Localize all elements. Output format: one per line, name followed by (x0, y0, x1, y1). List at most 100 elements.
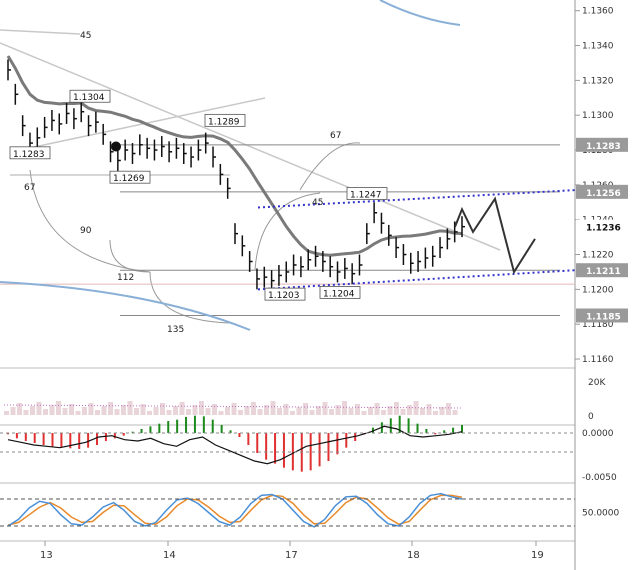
volume-bar (348, 408, 354, 415)
level-badge-label: 1.1185 (586, 312, 621, 322)
fan-label: 45 (80, 31, 91, 41)
volume-tick-label: 0 (588, 412, 594, 422)
fan-arc (254, 192, 321, 271)
volume-bar (121, 405, 126, 415)
volume-bar (23, 410, 29, 415)
fan-label: 67 (24, 183, 35, 193)
volume-bar (192, 405, 198, 415)
price-label-box (204, 113, 246, 127)
channel-upper-line (257, 189, 576, 209)
level-badge (576, 263, 628, 278)
level-badge (576, 137, 628, 152)
macd-pane (0, 415, 575, 472)
volume-bar (179, 402, 185, 415)
price-label-box (319, 286, 361, 299)
volume-bar (153, 407, 159, 415)
price-tick-label: 1.1360 (582, 7, 614, 17)
stochastic-tick-label: 50.0000 (582, 509, 619, 519)
volume-bar (49, 405, 55, 415)
long-ma-line (0, 281, 251, 331)
volume-bar (199, 401, 204, 415)
price-pane[interactable]: 1.1304 1.1283 1.1289 1.1269 1.1247 1.1203 1.12… (0, 0, 576, 335)
price-tick-label: 1.1180 (582, 320, 614, 330)
price-tick-label: 1.1300 (582, 111, 614, 121)
macd-signal-line (7, 425, 463, 465)
fan-label: 90 (80, 226, 92, 236)
price-tick-label: 1.1340 (582, 42, 614, 52)
volume-bar (95, 410, 100, 415)
x-tick-label: 13 (40, 550, 53, 561)
price-label: 1.1283 (13, 150, 45, 160)
volume-bar (290, 411, 295, 415)
fan-arc (149, 271, 231, 324)
volume-bar (108, 402, 113, 415)
volume-bar (56, 401, 61, 415)
volume-bar (387, 406, 393, 415)
volume-bar (82, 407, 87, 415)
volume-bar (264, 405, 269, 415)
price-label-box (264, 287, 306, 301)
fan-arc (109, 239, 151, 273)
volume-bar (238, 410, 243, 415)
volume-bar (296, 407, 302, 415)
fan-label: 112 (117, 273, 134, 283)
volume-bar (329, 409, 334, 415)
volume-bar (355, 404, 360, 415)
volume-bar (205, 408, 211, 415)
fan-label: 67 (330, 131, 341, 141)
volume-bar (303, 403, 308, 415)
level-badge-label: 1.1236 (586, 224, 621, 234)
volume-bar (10, 407, 16, 415)
level-badge (576, 308, 628, 323)
volume-bar (426, 404, 432, 415)
macd-tick-label: 0.0000 (582, 429, 614, 439)
price-label: 1.1289 (208, 117, 240, 127)
volume-bar (439, 407, 445, 415)
volume-bar (173, 406, 178, 415)
volume-bar (270, 401, 276, 415)
volume-bar (88, 403, 94, 415)
volume-bar (394, 402, 399, 415)
volume-bar (62, 408, 68, 415)
volume-average (3, 404, 463, 409)
volume-bar (257, 409, 263, 415)
volume-bar (166, 410, 172, 415)
volume-bar (101, 406, 107, 415)
x-tick-label: 14 (163, 550, 176, 561)
fan-label: 135 (167, 325, 184, 335)
price-label: 1.1304 (73, 93, 105, 103)
x-tick-label: 18 (407, 550, 420, 561)
volume-bar (218, 411, 224, 415)
fan-arc (29, 169, 151, 273)
channel-lower-line (257, 269, 576, 291)
price-label-box (346, 187, 388, 200)
volume-bar (316, 406, 321, 415)
fan-label: 45 (312, 198, 323, 208)
volume-bar (134, 408, 139, 415)
volume-bar (212, 404, 217, 415)
volume-bar (361, 411, 367, 415)
volume-bar (277, 408, 282, 415)
price-label: 1.1269 (113, 174, 145, 184)
price-tick-label: 1.1220 (582, 251, 614, 261)
volume-bar (400, 409, 406, 415)
fan-line (0, 29, 81, 35)
volume-bar (69, 404, 74, 415)
volume-bar (17, 403, 22, 415)
price-label-box (9, 146, 51, 160)
stochastic-k-line (7, 492, 463, 528)
volume-bar (75, 411, 81, 415)
volume-bar (368, 407, 373, 415)
level-badge-label: 1.1211 (586, 267, 621, 277)
volume-bar (446, 403, 451, 415)
x-tick-label: 19 (531, 550, 544, 561)
volume-bar (251, 402, 256, 415)
stochastic-pane (0, 492, 575, 528)
price-label: 1.1247 (350, 191, 382, 201)
volume-bar (407, 405, 412, 415)
volume-bar (4, 411, 9, 415)
level-badge-label: 1.1256 (586, 189, 621, 199)
price-label-box (69, 89, 111, 103)
forecast-path (454, 196, 536, 275)
